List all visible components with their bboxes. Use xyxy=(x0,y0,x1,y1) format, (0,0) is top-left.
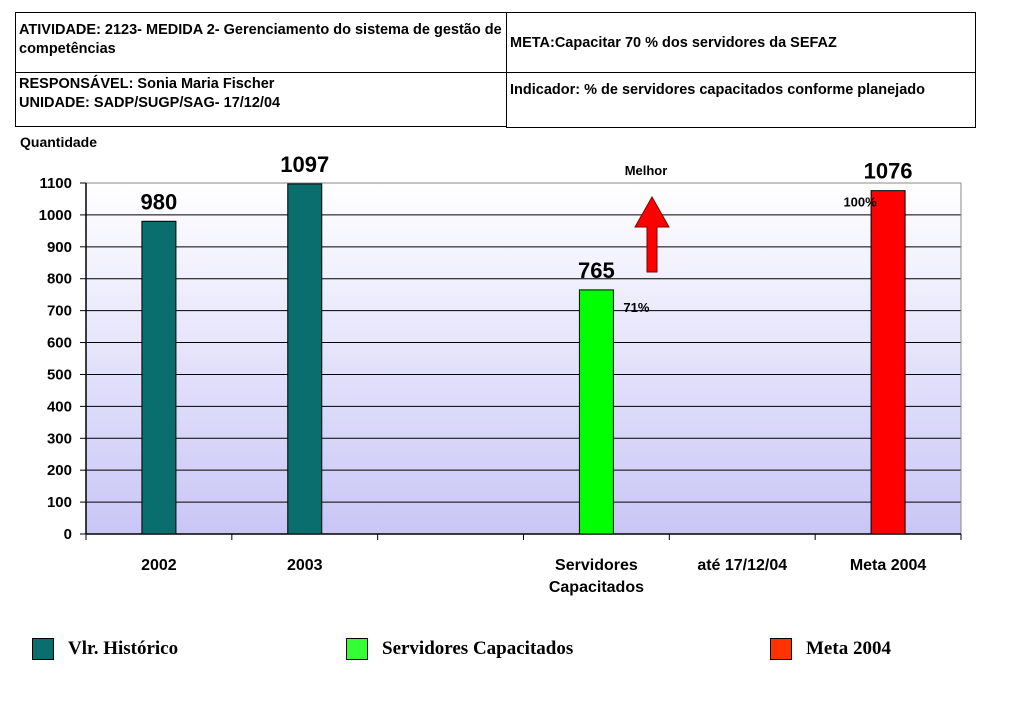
legend-label-servidores: Servidores Capacitados xyxy=(382,638,574,659)
header-atividade-cell: ATIVIDADE: 2123- MEDIDA 2- Gerenciamento… xyxy=(15,12,507,73)
up-arrow-icon xyxy=(634,195,670,273)
y-tick-label: 900 xyxy=(47,239,72,256)
x-category-label: 2002 xyxy=(141,557,177,574)
y-tick-label: 0 xyxy=(64,526,72,543)
axes xyxy=(80,182,962,540)
melhor-label: Melhor xyxy=(625,163,668,178)
percent-annotation: 71% xyxy=(623,300,649,315)
y-tick-label: 600 xyxy=(47,335,72,352)
bar xyxy=(578,289,614,535)
header-meta-cell: META:Capacitar 70 % dos servidores da SE… xyxy=(506,12,976,73)
atividade-text: ATIVIDADE: 2123- MEDIDA 2- Gerenciamento… xyxy=(19,22,502,57)
legend-swatch-historico xyxy=(32,638,54,660)
indicador-text: Indicador: % de servidores capacitados c… xyxy=(510,82,925,98)
y-tick-label: 100 xyxy=(47,494,72,511)
y-tick-label: 300 xyxy=(47,430,72,447)
y-tick-label: 400 xyxy=(47,398,72,415)
responsavel-text: RESPONSÁVEL: Sonia Maria Fischer xyxy=(19,76,275,92)
bars xyxy=(141,183,906,535)
legend-label-historico: Vlr. Histórico xyxy=(68,638,179,659)
header-responsavel-cell: RESPONSÁVEL: Sonia Maria Fischer UNIDADE… xyxy=(15,72,507,127)
x-category-label: Servidores xyxy=(555,557,638,574)
percent-annotation: 100% xyxy=(843,195,877,210)
plot-area xyxy=(86,183,961,534)
legend-item-meta: Meta 2004 xyxy=(770,636,891,662)
bar-value-label: 1076 xyxy=(864,159,913,184)
y-tick-label: 200 xyxy=(47,462,72,479)
legend-item-historico: Vlr. Histórico xyxy=(32,636,178,662)
labels: 0 100 200 300 400 500 600 700 800 900 1000 1100 980 1… xyxy=(39,152,927,596)
y-tick-label: 1100 xyxy=(39,175,72,192)
legend-label-meta: Meta 2004 xyxy=(806,638,891,659)
x-category-label: até 17/12/04 xyxy=(697,557,787,574)
unidade-text: UNIDADE: SADP/SUGP/SAG- 17/12/04 xyxy=(19,95,281,111)
bar-value-label: 980 xyxy=(141,189,178,214)
legend-item-servidores: Servidores Capacitados xyxy=(346,636,573,662)
x-category-label: Meta 2004 xyxy=(850,557,927,574)
bar xyxy=(870,190,906,535)
meta-text: META:Capacitar 70 % dos servidores da SE… xyxy=(510,35,837,51)
y-tick-label: 700 xyxy=(47,303,72,320)
legend-swatch-servidores xyxy=(346,638,368,660)
y-tick-label: 800 xyxy=(47,271,72,288)
y-tick-label: 1000 xyxy=(39,207,72,224)
x-category-label: Capacitados xyxy=(549,579,644,596)
y-axis-label: Quantidade xyxy=(20,134,97,150)
x-category-label: 2003 xyxy=(287,557,323,574)
legend-swatch-meta xyxy=(770,638,792,660)
y-tick-label: 500 xyxy=(47,366,72,383)
bar-value-label: 1097 xyxy=(280,152,329,177)
bar xyxy=(287,183,323,535)
header-indicador-cell: Indicador: % de servidores capacitados c… xyxy=(506,72,976,128)
bar-value-label: 765 xyxy=(578,258,615,283)
bar xyxy=(141,220,177,535)
